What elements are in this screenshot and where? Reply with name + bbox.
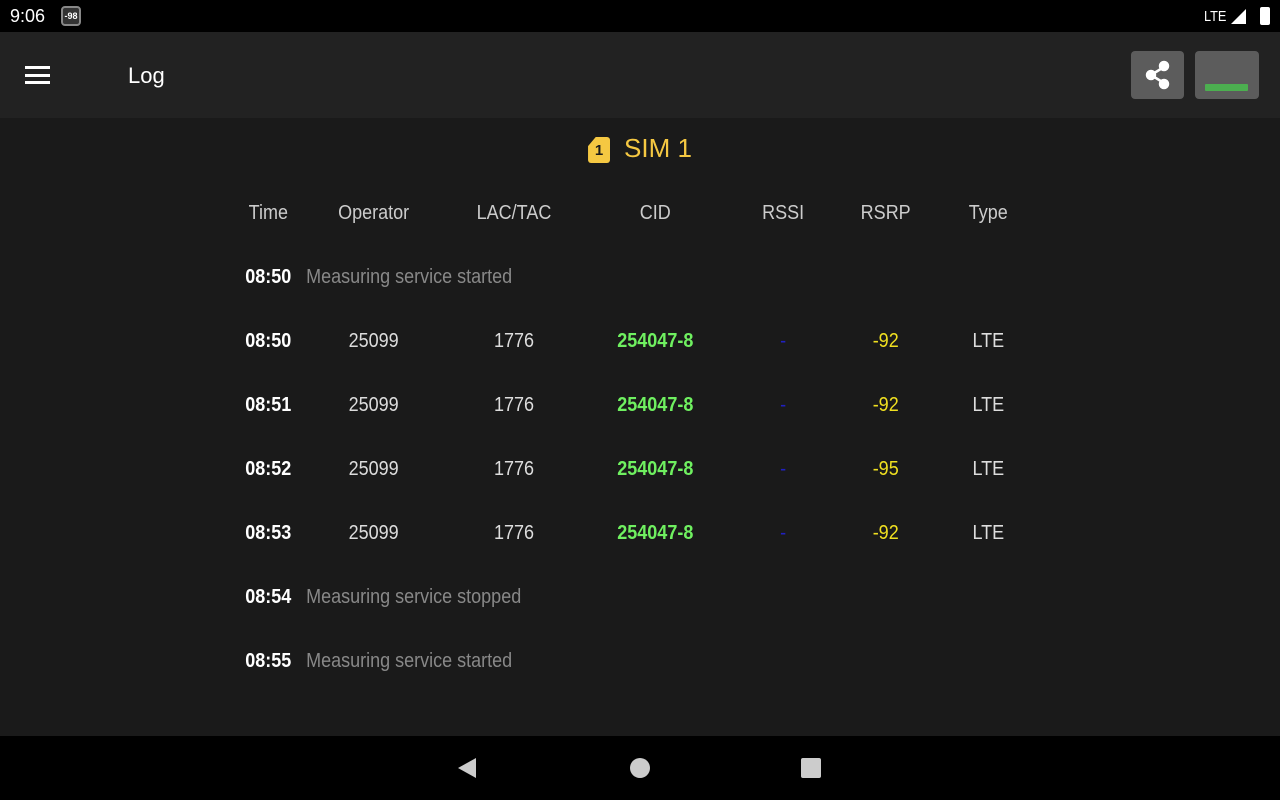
time-cell: 08:54 <box>245 586 292 608</box>
column-header: Time <box>248 202 288 224</box>
level-bar <box>1205 84 1248 91</box>
time-cell: 08:55 <box>245 650 292 672</box>
signal-notification-icon: -98 <box>61 6 81 26</box>
operator-cell: 25099 <box>348 394 399 416</box>
menu-icon[interactable] <box>25 66 50 84</box>
cid-cell: 254047-8 <box>617 394 694 416</box>
rssi-cell: - <box>780 330 787 352</box>
app-bar: Log <box>0 32 1280 118</box>
sim-card-icon: 1 <box>588 137 611 163</box>
operator-cell: 25099 <box>348 330 399 352</box>
signal-icon <box>1231 9 1246 24</box>
operator-cell: 25099 <box>348 458 399 480</box>
time-cell: 08:51 <box>245 394 292 416</box>
cid-cell: 254047-8 <box>617 458 694 480</box>
clock: 9:06 <box>10 6 46 26</box>
time-cell: 08:53 <box>245 522 292 544</box>
column-header: Type <box>968 202 1008 224</box>
battery-icon <box>1260 7 1270 25</box>
share-icon <box>1145 60 1170 90</box>
home-icon[interactable] <box>630 758 650 778</box>
table-row: 08:54 Measuring service stopped <box>64 586 1216 616</box>
column-header: LAC/TAC <box>476 202 552 224</box>
rsrp-cell: -92 <box>872 522 899 544</box>
column-header: Operator <box>338 202 410 224</box>
table-row: 08:52 25099 1776 254047-8 - -95 LTE <box>64 458 1216 488</box>
rssi-cell: - <box>780 458 787 480</box>
table-row: 08:51 25099 1776 254047-8 - -92 LTE <box>64 394 1216 424</box>
back-icon[interactable] <box>458 758 476 778</box>
table-row: 08:50 Measuring service started <box>64 266 1216 296</box>
table-header: Time Operator LAC/TAC CID RSSI RSRP Type <box>64 202 1216 232</box>
navigation-bar <box>0 736 1280 800</box>
time-cell: 08:50 <box>245 330 292 352</box>
message-cell: Measuring service stopped <box>306 586 522 608</box>
page-title: Log <box>128 63 165 88</box>
column-header: RSSI <box>762 202 805 224</box>
time-cell: 08:52 <box>245 458 292 480</box>
message-cell: Measuring service started <box>306 266 513 288</box>
column-header: RSRP <box>860 202 911 224</box>
table-row: 08:55 Measuring service started <box>64 650 1216 680</box>
cid-cell: 254047-8 <box>617 522 694 544</box>
lac-cell: 1776 <box>493 522 535 544</box>
lac-cell: 1776 <box>493 330 535 352</box>
cid-cell: 254047-8 <box>617 330 694 352</box>
lac-cell: 1776 <box>493 458 535 480</box>
type-cell: LTE <box>972 330 1005 352</box>
sim-label: SIM 1 <box>624 133 692 163</box>
rssi-cell: - <box>780 522 787 544</box>
message-cell: Measuring service started <box>306 650 513 672</box>
rssi-cell: - <box>780 394 787 416</box>
table-row: 08:53 25099 1776 254047-8 - -92 LTE <box>64 522 1216 552</box>
rsrp-cell: -92 <box>872 330 899 352</box>
lac-cell: 1776 <box>493 394 535 416</box>
recents-icon[interactable] <box>801 758 821 778</box>
type-cell: LTE <box>972 458 1005 480</box>
share-button[interactable] <box>1131 51 1184 99</box>
column-header: CID <box>639 202 671 224</box>
network-type: LTE <box>1203 8 1227 25</box>
signal-level-button[interactable] <box>1195 51 1259 99</box>
table-row: 08:50 25099 1776 254047-8 - -92 LTE <box>64 330 1216 360</box>
time-cell: 08:50 <box>245 266 292 288</box>
status-bar: 9:06 -98 LTE <box>0 0 1280 32</box>
rsrp-cell: -95 <box>872 458 899 480</box>
type-cell: LTE <box>972 522 1005 544</box>
rsrp-cell: -92 <box>872 394 899 416</box>
type-cell: LTE <box>972 394 1005 416</box>
operator-cell: 25099 <box>348 522 399 544</box>
sim-header: 1 SIM 1 <box>0 133 1280 164</box>
